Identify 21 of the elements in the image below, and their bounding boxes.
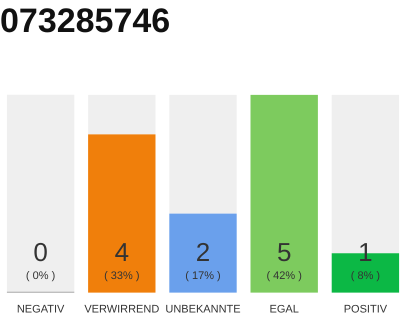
x-tick-label: VERWIRREND — [84, 303, 160, 316]
bar — [250, 94, 318, 293]
data-label: 2 — [196, 236, 210, 267]
chart-title: 073285746 — [0, 2, 170, 40]
annotation: ( 42% ) — [266, 270, 302, 282]
annotation: ( 0% ) — [26, 270, 56, 282]
data-label: 0 — [33, 236, 48, 267]
data-label: 4 — [114, 236, 130, 267]
x-tick-label: NEGATIV — [16, 303, 65, 316]
bar — [169, 214, 237, 293]
x-tick-label: EGAL — [270, 303, 299, 316]
x-tick-label: POSITIV — [344, 303, 388, 316]
annotation: ( 33% ) — [104, 270, 140, 282]
x-tick-label: UNBEKANNTE — [165, 303, 241, 316]
annotation: ( 17% ) — [185, 270, 221, 282]
bar — [88, 134, 156, 293]
bar — [6, 94, 74, 292]
bar — [169, 94, 237, 214]
data-label: 5 — [276, 236, 292, 267]
annotation: ( 8% ) — [350, 270, 380, 282]
bar — [88, 94, 156, 134]
